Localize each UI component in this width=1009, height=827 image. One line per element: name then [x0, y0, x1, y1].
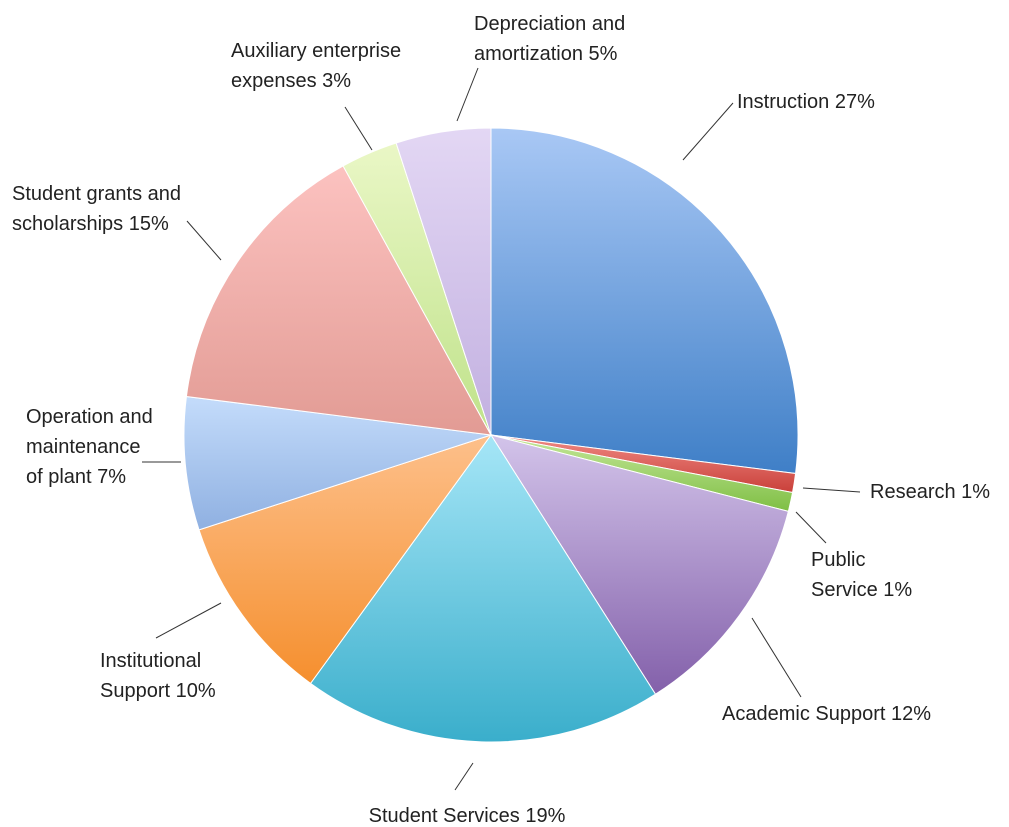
- slice-label-line: Instruction 27%: [737, 91, 875, 113]
- slice-label-auxiliary: Auxiliary enterprise expenses 3%: [231, 40, 401, 92]
- pie-slice-instruction: [490, 127, 799, 475]
- leader-lines-layer: [142, 67, 861, 791]
- slice-label-line: Research 1%: [870, 481, 990, 503]
- leader-line-public-service: [795, 511, 827, 544]
- leader-line-student-services: [454, 762, 474, 791]
- slice-label-student-services: Student Services 19%: [369, 805, 566, 827]
- pie-slice-academic-support: [489, 434, 789, 695]
- slice-label-operation-maintenance: Operation and maintenance of plant 7%: [26, 406, 153, 488]
- slice-label-academic-support: Academic Support 12%: [722, 703, 931, 725]
- slice-label-line: Academic Support 12%: [722, 703, 931, 725]
- slice-label-line: Depreciation and: [474, 13, 625, 35]
- slice-label-line: Support 10%: [100, 680, 216, 702]
- labels-layer: Instruction 27% Research 1% Public Service …: [12, 13, 990, 827]
- slice-label-student-grants: Student grants and scholarships 15%: [12, 183, 181, 235]
- pie-slice-operation-maintenance: [183, 395, 492, 531]
- slice-label-instruction: Instruction 27%: [737, 91, 875, 113]
- slice-label-line: Student Services 19%: [369, 805, 566, 827]
- slice-label-line: Auxiliary enterprise: [231, 40, 401, 62]
- slice-label-public-service: Public Service 1%: [811, 549, 912, 601]
- slice-label-line: maintenance: [26, 436, 141, 458]
- slices-layer: [183, 127, 799, 743]
- slice-label-line: Service 1%: [811, 579, 912, 601]
- slice-label-line: Operation and: [26, 406, 153, 428]
- slice-label-line: expenses 3%: [231, 70, 351, 92]
- slice-label-institutional-support: Institutional Support 10%: [100, 650, 216, 702]
- leader-line-depreciation: [456, 67, 479, 122]
- leader-line-institutional-support: [155, 602, 222, 639]
- pie-slice-depreciation: [395, 127, 492, 436]
- slice-label-line: amortization 5%: [474, 43, 618, 65]
- leader-line-instruction: [682, 102, 734, 161]
- slice-label-line: scholarships 15%: [12, 213, 169, 235]
- pie-slice-institutional-support: [198, 434, 493, 685]
- leader-line-auxiliary: [344, 106, 373, 151]
- pie-slice-student-grants: [185, 165, 492, 436]
- leader-line-research: [802, 487, 861, 493]
- slice-label-line: Student grants and: [12, 183, 181, 205]
- leader-line-academic-support: [751, 617, 802, 698]
- slice-label-depreciation: Depreciation and amortization 5%: [474, 13, 625, 65]
- slice-label-line: Institutional: [100, 650, 201, 672]
- leader-line-student-grants: [186, 220, 222, 261]
- pie-slice-student-services: [309, 434, 657, 743]
- slice-label-research: Research 1%: [870, 481, 990, 503]
- slice-label-line: Public: [811, 549, 865, 571]
- slice-label-line: of plant 7%: [26, 466, 126, 488]
